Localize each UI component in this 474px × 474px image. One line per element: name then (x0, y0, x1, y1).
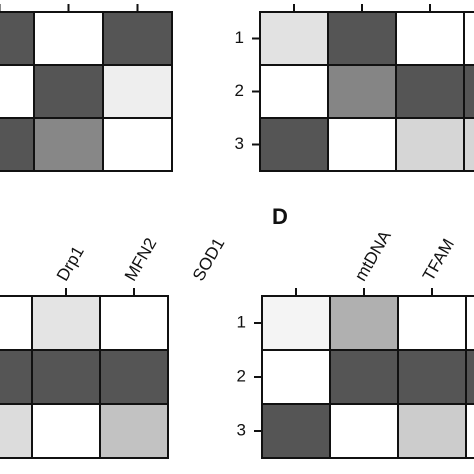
heatmap-cell (465, 403, 474, 459)
heatmap-cell (259, 64, 329, 119)
row-label: 1 (235, 28, 244, 47)
heatmap-cell (397, 295, 467, 351)
row-label: 1 (237, 312, 246, 331)
heatmap-cell (0, 403, 33, 459)
heatmap-cell (99, 403, 169, 459)
heatmap-cell (465, 349, 474, 405)
column-label: MFN2 (121, 235, 161, 285)
column-label: SOD1 (189, 235, 229, 285)
heatmap-cell (31, 349, 101, 405)
heatmap-cell (0, 11, 35, 66)
heatmap-cell (261, 295, 331, 351)
heatmap-cell (0, 295, 33, 351)
heatmap-cell (33, 117, 104, 172)
heatmap-cell (99, 349, 169, 405)
heatmap-cell (463, 11, 474, 66)
heatmap-cell (261, 403, 331, 459)
heatmap-cell (0, 117, 35, 172)
heatmap-cell (463, 64, 474, 119)
row-label: 3 (237, 420, 246, 439)
heatmap-cell (327, 64, 397, 119)
column-label: TFAM (419, 235, 458, 284)
heatmap-cell (99, 295, 169, 351)
heatmap-cell (395, 11, 465, 66)
heatmap-cell (261, 349, 331, 405)
heatmap-cell (31, 403, 101, 459)
heatmap-cell (395, 117, 465, 172)
column-label: mtDNA (351, 227, 395, 285)
heatmap-cell (0, 64, 35, 119)
heatmap-cell (329, 349, 399, 405)
heatmap-cell (102, 117, 173, 172)
heatmap-cell (102, 11, 173, 66)
heatmap-cell (259, 117, 329, 172)
heatmap-cell (397, 403, 467, 459)
heatmap-cell (327, 11, 397, 66)
heatmap-cell (465, 295, 474, 351)
heatmap-cell (259, 11, 329, 66)
heatmap-cell (329, 403, 399, 459)
panel-letter: D (272, 204, 288, 229)
row-label: 3 (235, 134, 244, 153)
heatmap-cell (463, 117, 474, 172)
row-label: 2 (235, 81, 244, 100)
heatmap-cell (31, 295, 101, 351)
heatmap-cell (397, 349, 467, 405)
row-label: 2 (237, 366, 246, 385)
heatmap-cell (102, 64, 173, 119)
heatmap-cell (33, 11, 104, 66)
heatmap-cell (329, 295, 399, 351)
column-label: Drp1 (53, 243, 88, 284)
heatmap-cell (327, 117, 397, 172)
heatmap-cell (395, 64, 465, 119)
heatmap-cell (33, 64, 104, 119)
heatmap-cell (0, 349, 33, 405)
